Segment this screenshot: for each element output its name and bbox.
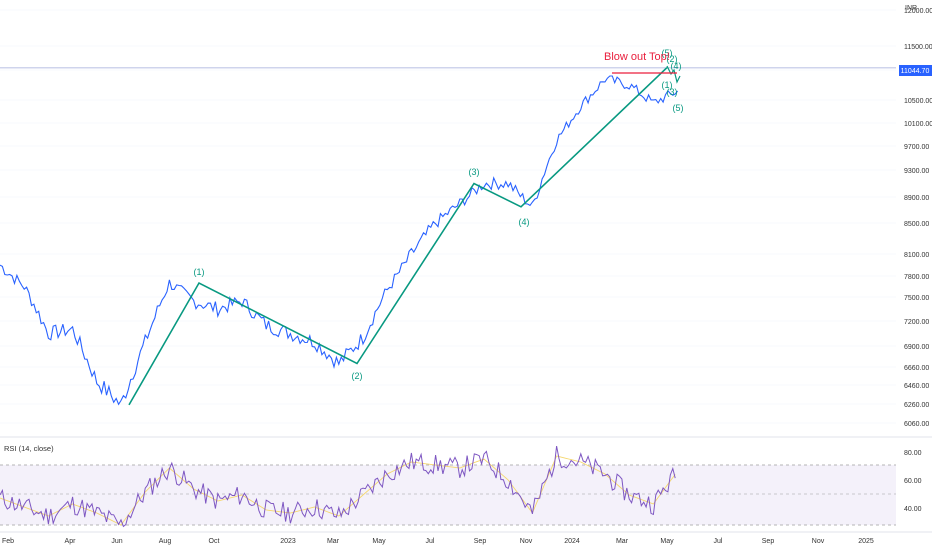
- price-tick-label: 10500.00: [904, 98, 932, 105]
- time-tick-label: Oct: [209, 538, 220, 545]
- wave-label-1: (1): [194, 267, 205, 277]
- time-tick-label: Mar: [616, 538, 629, 545]
- time-tick-label: Sep: [762, 538, 775, 545]
- time-tick-label: Jun: [111, 538, 122, 545]
- time-tick-label: May: [372, 538, 386, 545]
- time-tick-label: Sep: [474, 538, 487, 545]
- rsi-line: [0, 446, 676, 528]
- sub-wave-label-3: (3): [667, 87, 678, 97]
- rsi-title: RSI (14, close): [4, 444, 54, 453]
- wave-label-4: (4): [519, 217, 530, 227]
- price-tick-label: 6660.00: [904, 365, 929, 372]
- time-tick-label: 2025: [858, 538, 874, 545]
- time-tick-label: Jul: [714, 538, 723, 545]
- currency-label: INR: [905, 5, 917, 12]
- rsi-tick-label: 40.00: [904, 506, 922, 513]
- wave-label-2: (2): [352, 371, 363, 381]
- time-tick-label: Jul: [426, 538, 435, 545]
- price-tick-label: 7200.00: [904, 319, 929, 326]
- sub-wave-label-2: (2): [667, 54, 678, 64]
- sub-wave-label-5: (5): [673, 103, 684, 113]
- price-tick-label: 9300.00: [904, 168, 929, 175]
- time-tick-label: Aug: [159, 538, 172, 545]
- time-axis-ticks: Feb Apr Jun Aug Oct 2023 Mar May Jul Sep Nov 2024 Ma…: [2, 538, 874, 545]
- price-series-line: [0, 75, 679, 406]
- price-tick-label: 8100.00: [904, 252, 929, 259]
- rsi-tick-label: 60.00: [904, 478, 922, 485]
- price-grid: [0, 9, 896, 424]
- current-price-badge: [899, 65, 932, 76]
- price-tick-label: 6900.00: [904, 344, 929, 351]
- time-tick-label: Nov: [520, 538, 533, 545]
- time-tick-label: 2023: [280, 538, 296, 545]
- time-tick-label: May: [660, 538, 674, 545]
- elliott-wave-line: [128, 67, 668, 406]
- rsi-tick-label: 80.00: [904, 450, 922, 457]
- time-tick-label: Feb: [2, 538, 14, 545]
- price-tick-label: 6260.00: [904, 402, 929, 409]
- rsi-axis-ticks: 80.00 60.00 40.00: [904, 450, 922, 513]
- blow-out-top-annotation: Blow out Top!: [604, 51, 670, 63]
- price-tick-label: 6460.00: [904, 383, 929, 390]
- price-tick-label: 7500.00: [904, 295, 929, 302]
- time-tick-label: Mar: [327, 538, 340, 545]
- time-tick-label: Apr: [65, 538, 77, 545]
- price-tick-label: 11500.00: [904, 44, 932, 51]
- time-tick-label: Nov: [812, 538, 825, 545]
- time-tick-label: 2024: [564, 538, 580, 545]
- price-tick-label: 6060.00: [904, 421, 929, 428]
- price-tick-label: 9700.00: [904, 144, 929, 151]
- rsi-ma-line: [0, 455, 676, 526]
- rsi-pane: [0, 446, 896, 528]
- rsi-band: [0, 465, 896, 525]
- sub-wave-label-1: (1): [662, 80, 673, 90]
- price-tick-label: 12000.00: [904, 8, 932, 15]
- current-price-label: 11044.70: [901, 68, 930, 75]
- small-wave-line: [666, 65, 681, 84]
- sub-wave-label-4: (4): [671, 61, 682, 71]
- price-tick-label: 10100.00: [904, 121, 932, 128]
- price-tick-label: 8900.00: [904, 195, 929, 202]
- price-tick-label: 7800.00: [904, 274, 929, 281]
- wave-label-5: (5): [662, 48, 673, 58]
- wave-label-3: (3): [469, 167, 480, 177]
- price-axis-ticks: 12000.0011500.0011000.0010500.0010100.00…: [904, 8, 932, 428]
- price-tick-label: 8500.00: [904, 221, 929, 228]
